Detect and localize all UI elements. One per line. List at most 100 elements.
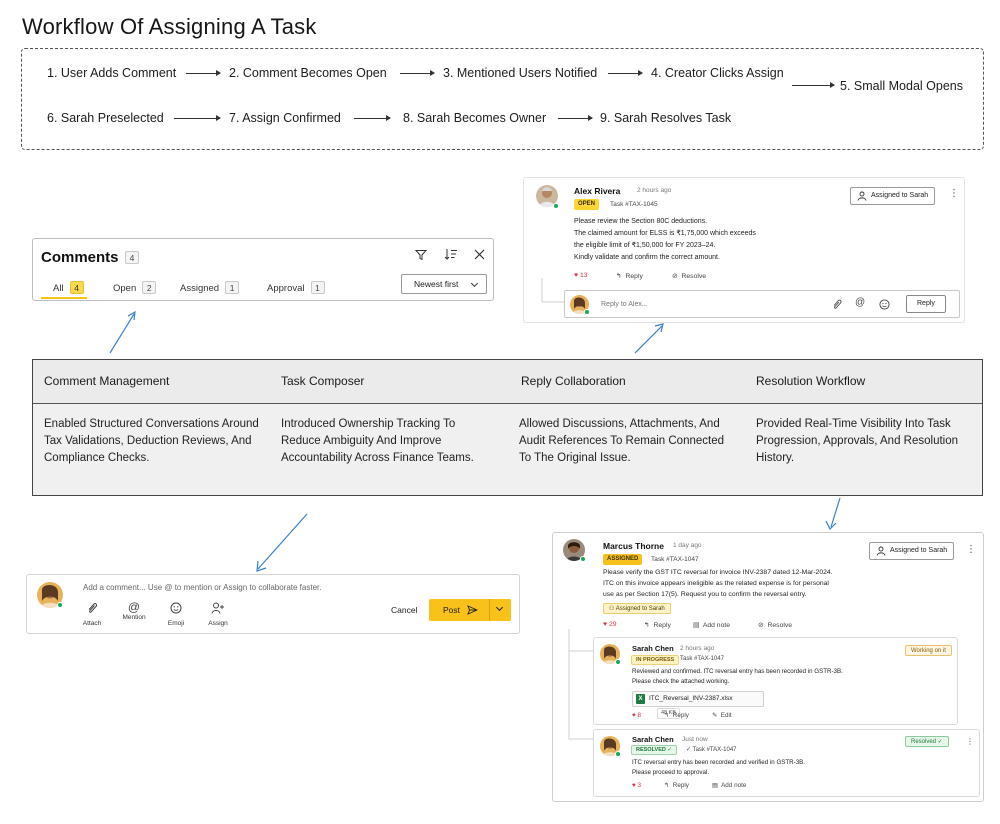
file-size: 48 KB [657,708,680,719]
reply-icon: ↰ [644,622,650,629]
cancel-button[interactable]: Cancel [391,605,418,615]
at-icon[interactable]: @ [855,297,866,308]
assigned-to-button[interactable]: Assigned to Sarah [850,187,936,205]
comment-body: Please verify the GST ITC reversal for i… [603,567,833,600]
tab-approval[interactable]: Approval 1 [267,281,325,294]
check-circle-icon: ⊘ [672,273,678,280]
more-options-icon[interactable]: ⋮ [966,737,974,746]
tab-open-label: Open [113,283,137,294]
tab-open-count: 2 [142,281,157,294]
reply-line: ITC reversal entry has been recorded and… [632,759,805,766]
feature-description: Allowed Discussions, Attachments, And Au… [519,418,724,464]
state-pill: Resolved ✓ [905,736,949,747]
like-action[interactable]: ♥ 29 [603,621,617,628]
add-note-label: Add note [702,622,731,629]
emoji-button[interactable]: Emoji [161,601,191,627]
comment-composer: Add a comment... Use @ to mention or Ass… [26,574,520,634]
reply-submit-label: Reply [917,300,935,307]
feature-title: Resolution Workflow [756,374,866,388]
assign-button[interactable]: Assign [203,601,233,627]
online-status-icon [615,751,621,757]
add-note-action[interactable]: ▤ Add note [712,782,746,789]
filter-icon[interactable] [415,249,427,261]
edit-icon: ✎ [712,712,718,719]
like-count: 8 [637,712,642,719]
assign-label: Assign [208,620,228,627]
task-id: Task #TAX-1047 [680,656,724,662]
heart-icon: ♥ [632,782,636,789]
feature-description: Enabled Structured Conversations Around … [44,418,259,464]
send-icon [467,605,478,615]
workflow-arrow [608,70,643,76]
reply-line: Please proceed to approval. [632,769,710,776]
avatar-marcus [563,539,585,561]
feature-title: Comment Management [44,374,170,388]
close-icon[interactable] [474,249,485,260]
sort-icon[interactable] [444,248,458,261]
page-title: Workflow Of Assigning A Task [22,14,317,39]
workflow-step-3: 3. Mentioned Users Notified [443,66,598,80]
feature-title: Task Composer [281,374,365,388]
state-pill-label: Resolved [911,739,937,745]
emoji-icon[interactable] [879,299,890,310]
emoji-label: Emoji [167,620,185,627]
more-options-icon[interactable]: ⋮ [949,188,959,199]
tab-all-count: 4 [69,281,84,294]
reply-label: Reply [625,273,643,280]
paperclip-icon[interactable] [832,299,842,310]
reply-submit-button[interactable]: Reply [906,295,946,313]
more-options-icon[interactable]: ⋮ [966,544,976,555]
author-name: Sarah Chen [632,644,674,653]
resolve-action[interactable]: ⊘ Resolve [672,272,706,280]
attach-button[interactable]: Attach [77,601,107,627]
like-action[interactable]: ♥ 3 [632,782,641,789]
mention-button[interactable]: @ Mention [119,601,149,621]
like-action[interactable]: ♥ 13 [574,272,588,279]
workflow-arrow [400,70,435,76]
assigned-to-button[interactable]: Assigned to Sarah [869,542,955,560]
status-badge: RESOLVED ✓ [631,745,677,755]
check-icon: ✓ [667,747,672,753]
note-icon: ▤ [693,622,700,629]
sort-select[interactable]: Newest first [401,274,487,294]
reply-card-sarah-2: Sarah Chen Just now RESOLVED ✓ ✓ Task #T… [593,729,980,797]
add-note-action[interactable]: ▤ Add note [693,621,730,629]
edit-action[interactable]: ✎ Edit [712,712,732,719]
like-action[interactable]: ♥ 8 [632,712,641,719]
reply-action[interactable]: ↰ Reply [644,621,671,629]
workflow-arrow [792,82,835,88]
reply-action[interactable]: ↰ Reply [664,782,689,789]
comment-thread-marcus: Marcus Thorne 1 day ago ASSIGNED Task #T… [552,532,984,802]
resolve-action[interactable]: ⊘ Resolve [758,621,792,629]
avatar-marcus-image [563,539,585,561]
reply-input[interactable] [601,298,821,311]
comment-line: Please review the Section 80C deductions… [574,218,708,225]
pointer-arrow [256,513,308,572]
reply-action[interactable]: ↰ Reply [616,272,643,280]
tab-all[interactable]: All 4 [53,281,84,294]
tab-open[interactable]: Open 2 [113,281,157,294]
attachment-file[interactable]: X ITC_Reversal_INV-2387.xlsx 48 KB [632,691,764,719]
comment-line: use as per Section 17(5). Request you to… [603,591,807,598]
tab-assigned-label: Assigned [180,283,220,294]
chevron-down-icon[interactable] [495,603,504,612]
like-count: 13 [579,272,588,279]
pointer-arrow [825,497,841,531]
avatar-user-image [37,582,63,608]
thread-connector [541,278,566,303]
post-label: Post [443,605,461,615]
reply-card-sarah-1: Sarah Chen 2 hours ago IN PROGRESS Task … [593,637,958,725]
assigned-pill-label: Assigned to Sarah [615,606,665,612]
comments-title: Comments [41,249,119,266]
workflow-step-8: 8. Sarah Becomes Owner [403,111,547,125]
online-status-icon [584,309,590,315]
reply-action[interactable]: ↰ Reply [664,712,689,719]
heart-icon: ♥ [632,712,636,719]
reply-body: ITC reversal entry has been recorded and… [632,758,805,778]
reply-label: Reply [672,712,689,719]
tab-assigned[interactable]: Assigned 1 [180,281,240,294]
post-button[interactable]: Post [429,599,511,621]
attach-label: Attach [82,620,102,627]
excel-file-icon: X [636,694,645,704]
comment-input[interactable]: Add a comment... Use @ to mention or Ass… [83,583,322,592]
